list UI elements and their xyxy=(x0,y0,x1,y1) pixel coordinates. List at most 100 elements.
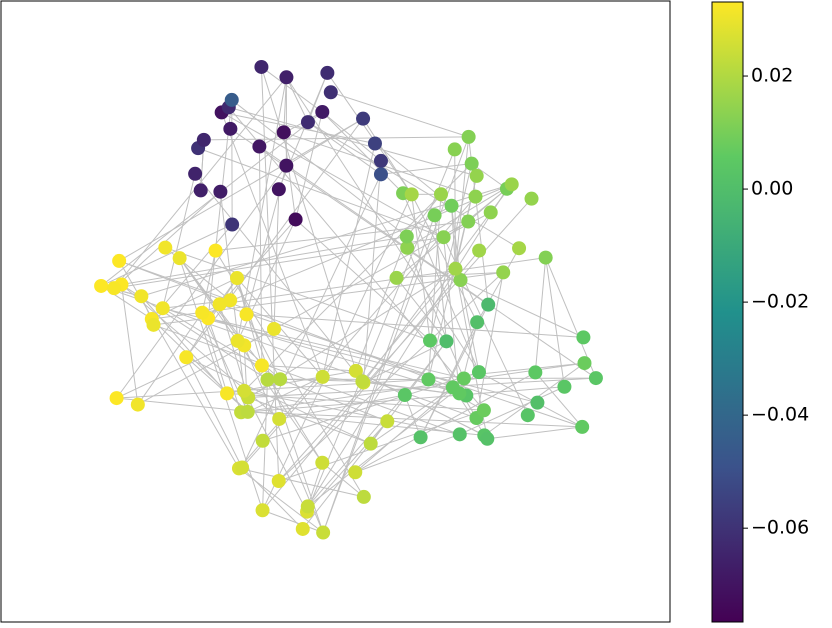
node xyxy=(355,374,369,388)
node xyxy=(315,105,329,119)
node xyxy=(357,490,371,504)
node xyxy=(156,301,170,315)
node xyxy=(188,167,202,181)
node xyxy=(256,434,270,448)
edge xyxy=(286,77,479,372)
node xyxy=(272,412,286,426)
node xyxy=(220,386,234,400)
node xyxy=(414,430,428,444)
edge xyxy=(308,395,405,506)
node xyxy=(260,373,274,387)
edge xyxy=(363,119,412,195)
node xyxy=(279,70,293,84)
node xyxy=(452,386,466,400)
node xyxy=(134,289,148,303)
colorbar-tick-label: −0.06 xyxy=(751,517,809,539)
node xyxy=(576,330,590,344)
node xyxy=(279,159,293,173)
node xyxy=(512,241,526,255)
node xyxy=(289,212,303,226)
node xyxy=(173,251,187,265)
node xyxy=(462,130,476,144)
node xyxy=(324,85,338,99)
node xyxy=(195,306,209,320)
node xyxy=(496,265,510,279)
node xyxy=(209,244,223,258)
node xyxy=(448,142,462,156)
node xyxy=(194,183,208,197)
edge xyxy=(263,510,324,532)
node xyxy=(356,112,370,126)
edge xyxy=(202,313,227,394)
node xyxy=(575,420,589,434)
edge xyxy=(535,258,545,373)
node xyxy=(267,322,281,336)
node xyxy=(368,136,382,150)
colorbar-tick-label: 0.02 xyxy=(751,65,793,87)
node xyxy=(528,365,542,379)
node xyxy=(110,391,124,405)
node xyxy=(131,398,145,412)
edge xyxy=(308,122,519,248)
node xyxy=(539,251,553,265)
node xyxy=(348,465,362,479)
edge xyxy=(122,285,138,405)
node xyxy=(448,262,462,276)
node xyxy=(428,208,442,222)
node xyxy=(213,185,227,199)
node xyxy=(225,218,239,232)
edge xyxy=(331,92,469,137)
node xyxy=(235,460,249,474)
colorbar xyxy=(712,2,743,622)
node xyxy=(405,187,419,201)
node xyxy=(225,93,239,107)
node xyxy=(255,358,269,372)
colorbar-axis: 0.020.00−0.02−0.04−0.06 xyxy=(743,65,809,539)
node xyxy=(470,169,484,183)
node xyxy=(557,380,571,394)
node xyxy=(94,279,108,293)
node xyxy=(315,456,329,470)
node xyxy=(380,414,394,428)
node xyxy=(461,215,475,229)
node xyxy=(273,372,287,386)
node xyxy=(465,157,479,171)
node xyxy=(158,241,172,255)
node xyxy=(469,190,483,204)
node xyxy=(521,408,535,422)
node xyxy=(445,199,459,213)
colorbar-tick-label: 0.00 xyxy=(751,178,793,200)
node xyxy=(301,115,315,129)
node xyxy=(239,307,253,321)
node xyxy=(470,315,484,329)
node xyxy=(577,356,591,370)
node xyxy=(484,205,498,219)
node xyxy=(374,167,388,181)
node xyxy=(277,125,291,139)
edge xyxy=(119,119,363,261)
node xyxy=(301,499,315,513)
node xyxy=(439,334,453,348)
node xyxy=(320,66,334,80)
node xyxy=(272,182,286,196)
node xyxy=(364,437,378,451)
node xyxy=(423,334,437,348)
node xyxy=(256,503,270,517)
node xyxy=(589,371,603,385)
node xyxy=(472,244,486,258)
node xyxy=(231,334,245,348)
edge xyxy=(101,112,322,286)
node xyxy=(272,474,286,488)
node xyxy=(530,396,544,410)
node xyxy=(398,388,412,402)
node xyxy=(316,526,330,540)
node xyxy=(107,281,121,295)
node xyxy=(254,60,268,74)
node xyxy=(453,427,467,441)
node xyxy=(223,293,237,307)
node xyxy=(400,229,414,243)
node xyxy=(179,350,193,364)
node xyxy=(434,187,448,201)
colorbar-tick-label: −0.04 xyxy=(751,404,809,426)
